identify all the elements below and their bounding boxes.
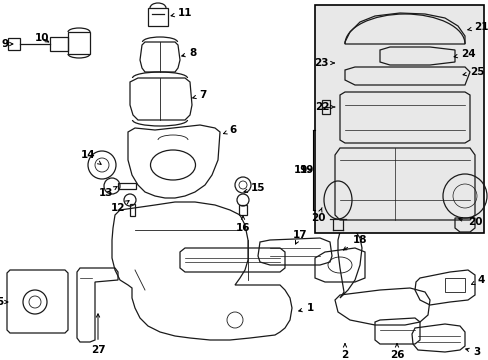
- Bar: [148, 8, 168, 26]
- Text: 18: 18: [343, 235, 366, 250]
- Bar: [130, 204, 135, 216]
- Bar: [118, 183, 136, 189]
- Text: 17: 17: [292, 230, 306, 244]
- Bar: [321, 100, 329, 114]
- Bar: [314, 5, 483, 233]
- Bar: [239, 205, 246, 215]
- Text: 3: 3: [465, 347, 480, 357]
- Bar: [444, 278, 464, 292]
- Text: 11: 11: [171, 8, 192, 18]
- Text: 23: 23: [313, 58, 333, 68]
- Text: 10: 10: [35, 33, 49, 43]
- Text: 26: 26: [389, 344, 404, 360]
- Text: 15: 15: [244, 183, 264, 193]
- Text: 6: 6: [223, 125, 236, 135]
- Text: 20: 20: [458, 217, 481, 227]
- Text: 14: 14: [81, 150, 101, 165]
- Text: 7: 7: [192, 90, 206, 100]
- Text: 27: 27: [90, 314, 105, 355]
- Text: 22: 22: [314, 102, 334, 112]
- Text: 1: 1: [298, 303, 313, 313]
- Text: 19: 19: [293, 165, 307, 175]
- Text: 4: 4: [470, 275, 484, 285]
- Text: 5: 5: [0, 297, 8, 307]
- Text: 19: 19: [299, 165, 314, 175]
- Text: 24: 24: [453, 49, 474, 59]
- Text: 9: 9: [1, 39, 13, 49]
- Text: 2: 2: [341, 344, 348, 360]
- Bar: [8, 38, 20, 50]
- Text: 8: 8: [182, 48, 196, 58]
- Text: 20: 20: [310, 208, 325, 223]
- Bar: [68, 32, 90, 54]
- Text: 16: 16: [235, 216, 250, 233]
- Bar: [50, 37, 68, 51]
- Text: 13: 13: [99, 186, 117, 198]
- Text: 12: 12: [110, 201, 129, 213]
- Text: 21: 21: [467, 22, 487, 32]
- Text: 25: 25: [462, 67, 483, 77]
